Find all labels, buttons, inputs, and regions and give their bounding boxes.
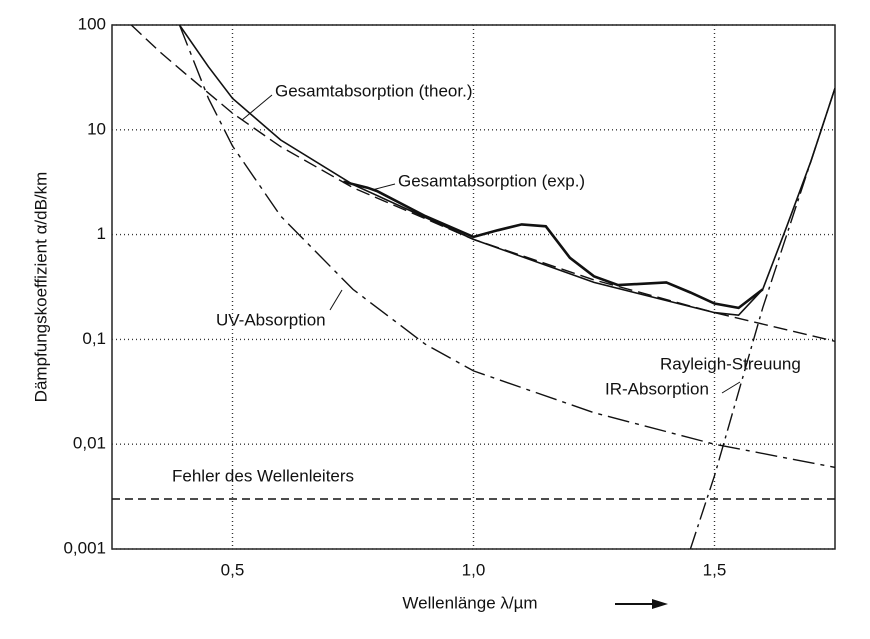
series-label: Rayleigh-Streuung xyxy=(660,354,801,373)
line xyxy=(178,25,835,469)
line xyxy=(689,87,835,549)
x-tick-label: 1,5 xyxy=(703,560,727,579)
y-tick-label: 1 xyxy=(97,224,106,243)
leader-line xyxy=(371,183,396,191)
leader-line xyxy=(329,289,343,311)
leader-line xyxy=(241,94,273,121)
y-tick-label: 10 xyxy=(87,119,106,138)
series-label: Gesamtabsorption (exp.) xyxy=(398,171,585,190)
series-label: UV-Absorption xyxy=(216,310,326,329)
y-axis-label: Dämpfungskoeffizient α/dB/km xyxy=(31,172,50,403)
y-tick-label: 0,1 xyxy=(82,329,106,348)
x-tick-label: 1,0 xyxy=(462,560,486,579)
x-axis-label: Wellenlänge λ/µm xyxy=(402,593,537,612)
y-tick-label: 0,01 xyxy=(73,434,106,453)
series-label: IR-Absorption xyxy=(605,379,709,398)
leader-line xyxy=(721,381,741,394)
series-label: Gesamtabsorption (theor.) xyxy=(275,81,472,100)
line xyxy=(343,180,764,310)
line xyxy=(178,25,835,317)
series-label: Fehler des Wellenleiters xyxy=(172,466,354,485)
x-arrow xyxy=(615,599,668,609)
y-tick-label: 0,001 xyxy=(63,538,106,557)
x-tick-label: 0,5 xyxy=(221,560,245,579)
y-tick-label: 100 xyxy=(78,14,106,33)
